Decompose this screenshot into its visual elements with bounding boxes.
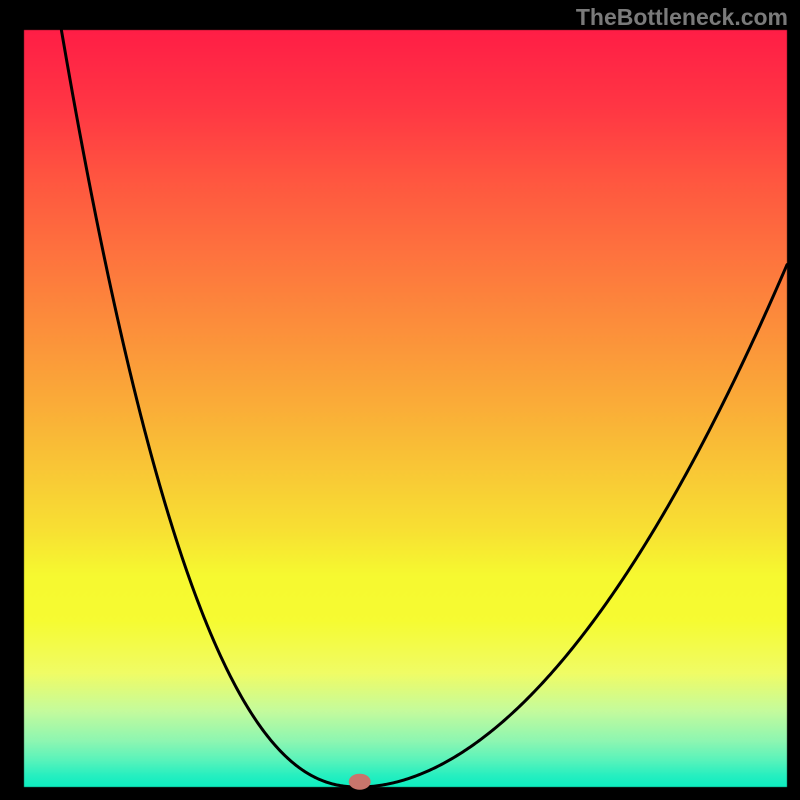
plot-svg [0,0,800,800]
notch-marker [349,774,371,790]
v-curve [61,30,787,787]
chart-stage: TheBottleneck.com [0,0,800,800]
